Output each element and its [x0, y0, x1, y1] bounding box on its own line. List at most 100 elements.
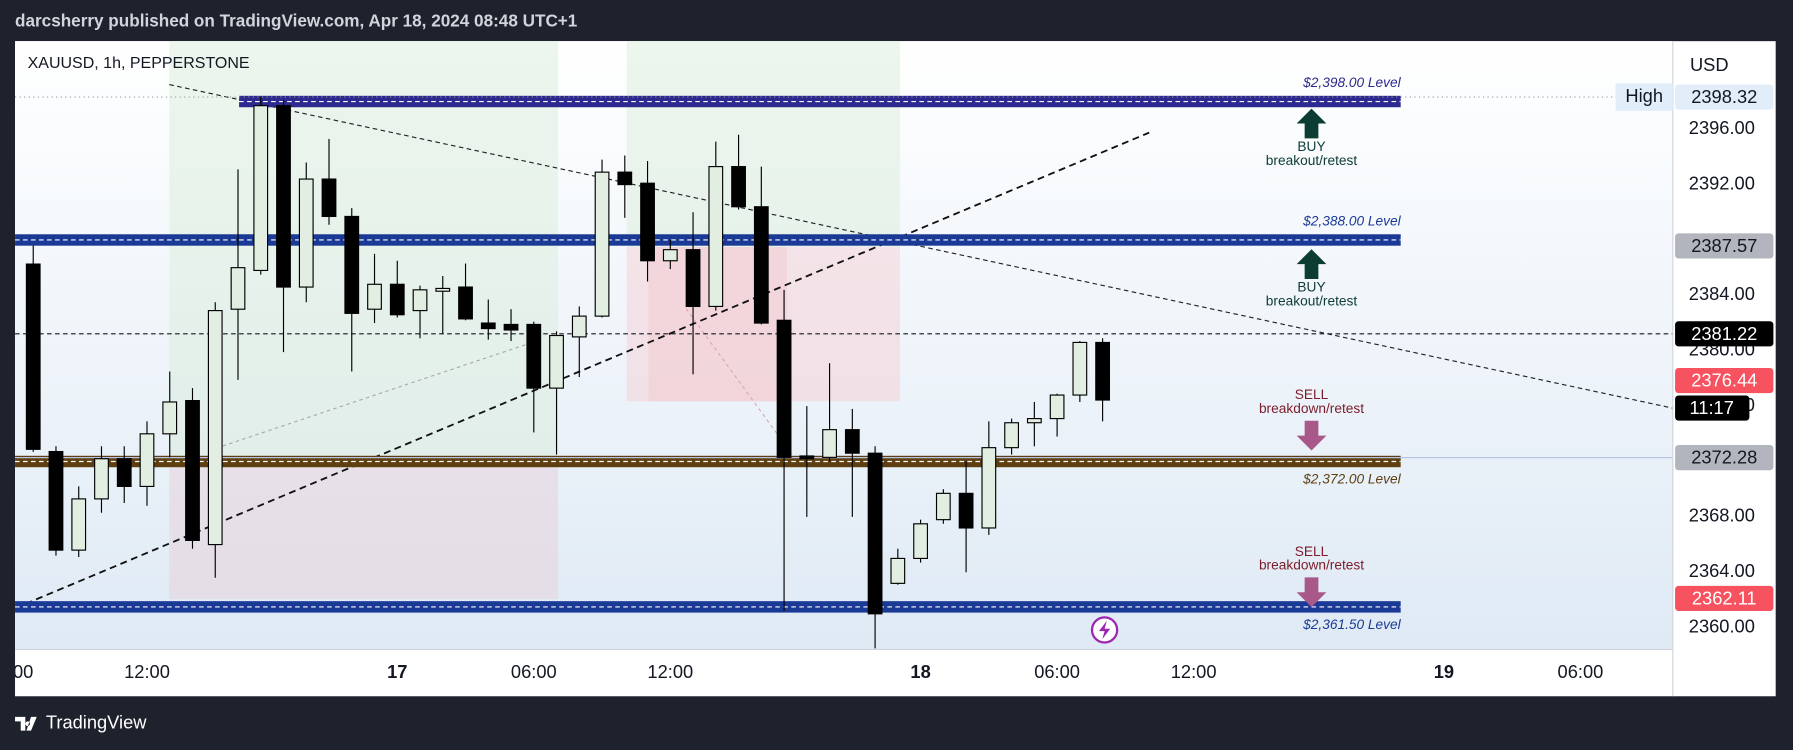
signal-arrow	[1296, 249, 1327, 279]
levels: $2,398.00 Level $2,388.00 Level $2,372.00 …	[15, 75, 1402, 632]
price-badge	[1675, 368, 1774, 394]
x-tick-label: 06:00	[1558, 661, 1604, 682]
signal-arrow	[1296, 420, 1327, 451]
drawings	[15, 41, 1673, 610]
candle-body	[662, 249, 678, 262]
logo: TradingView	[15, 712, 147, 733]
signal-arrow	[1296, 577, 1327, 608]
x-tick-label: 18	[910, 661, 930, 682]
candles	[25, 97, 1111, 649]
candle-body	[844, 429, 860, 454]
candle-body	[162, 401, 178, 435]
price-badge	[1675, 321, 1774, 347]
x-tick-label: 12:00	[647, 661, 693, 682]
y-tick-label: 2396.00	[1689, 117, 1755, 138]
y-tick-label: 2360.00	[1689, 615, 1755, 636]
candle-body	[230, 267, 246, 310]
signal-arrow	[1296, 108, 1327, 139]
candle-body	[571, 315, 587, 338]
level-label: $2,372.00 Level	[1302, 471, 1401, 486]
x-tick-label: 06:00	[0, 661, 33, 682]
candle-body	[435, 287, 451, 292]
y-tick-label: 2364.00	[1689, 560, 1755, 581]
trendline	[685, 308, 779, 435]
signal-action: SELL	[1295, 544, 1329, 559]
x-tick-label: 12:00	[1171, 661, 1217, 682]
candle-body	[1004, 422, 1019, 449]
candle-body	[799, 455, 815, 460]
candle-body	[708, 166, 724, 308]
signal-action: BUY	[1297, 139, 1325, 154]
candle-body	[617, 171, 633, 186]
trendline	[216, 340, 538, 449]
price-badge-label: 2362.11	[1692, 587, 1757, 608]
price-badge	[1675, 233, 1774, 259]
candle-body	[298, 178, 314, 288]
candle-body	[458, 286, 473, 320]
candle-body	[594, 171, 610, 317]
candle-body	[185, 400, 200, 541]
candle-body	[207, 310, 223, 546]
candle-body	[731, 166, 746, 208]
candle-body	[526, 323, 542, 389]
y-tick-label: 2368.00	[1689, 505, 1755, 526]
candle-body	[412, 289, 428, 312]
candle-body	[116, 458, 132, 488]
candle-body	[25, 263, 41, 450]
candle-body	[253, 105, 269, 272]
candle-body	[1049, 394, 1065, 420]
signal-action: SELL	[1295, 387, 1329, 402]
candle-body	[389, 283, 405, 316]
trendline	[169, 84, 1673, 409]
price-badge	[1675, 445, 1774, 471]
signals: BUYbreakout/retestBUYbreakout/retestSELL…	[1259, 108, 1364, 608]
level-label: $2,361.50 Level	[1302, 617, 1401, 632]
candle-body	[890, 557, 906, 584]
price-badge	[1675, 84, 1774, 110]
candle-body	[139, 433, 155, 488]
currency: USD	[1690, 54, 1729, 75]
signal-action: BUY	[1297, 280, 1325, 295]
price-badge-label: 2398.32	[1691, 86, 1757, 107]
signal-note: breakout/retest	[1266, 153, 1358, 168]
candle-body	[549, 334, 564, 389]
countdown-label: 11:17	[1689, 397, 1733, 418]
signal-note: breakdown/retest	[1259, 401, 1364, 416]
x-tick-label: 12:00	[124, 661, 170, 682]
price-badge-label: 2381.22	[1691, 323, 1757, 344]
level-label: $2,388.00 Level	[1302, 213, 1401, 228]
candle-body	[71, 498, 87, 551]
price-badge-label: 2387.57	[1691, 235, 1757, 256]
time-axis: 06:00 12:00 17 06:00 12:00 18 06:00 12:00 19 06:0…	[0, 661, 1604, 682]
symbol: XAUUSD, 1h, PEPPERSTONE	[28, 55, 250, 72]
price-badge-label: 2376.44	[1691, 370, 1757, 391]
candle-body	[958, 492, 974, 529]
byline: darcsherry published on TradingView.com,…	[15, 10, 578, 30]
price-badge-label: 2372.28	[1691, 447, 1757, 468]
candle-body	[776, 319, 792, 458]
candle-body	[685, 249, 701, 308]
countdown-badge	[1675, 395, 1750, 421]
x-tick-label: 17	[387, 661, 407, 682]
badge-tag	[1615, 83, 1673, 111]
candle-body	[503, 323, 519, 331]
candle-body	[94, 458, 109, 500]
candle-body	[913, 523, 928, 559]
price-badge	[1675, 585, 1774, 612]
candle-body	[48, 450, 64, 551]
candle-body	[276, 105, 291, 288]
candle-body	[344, 215, 360, 314]
short-zone	[169, 457, 559, 600]
brand: TradingView	[46, 712, 147, 733]
y-tick-label: 2384.00	[1689, 283, 1755, 304]
price-lines	[15, 96, 1673, 459]
candle-body	[867, 452, 883, 615]
badge-tag-label: High	[1625, 85, 1663, 106]
candle-body	[1095, 341, 1111, 401]
x-tick-label: 06:00	[511, 661, 557, 682]
candle-body	[935, 492, 951, 521]
candle-body	[981, 447, 997, 529]
alert-icon	[1090, 616, 1119, 644]
